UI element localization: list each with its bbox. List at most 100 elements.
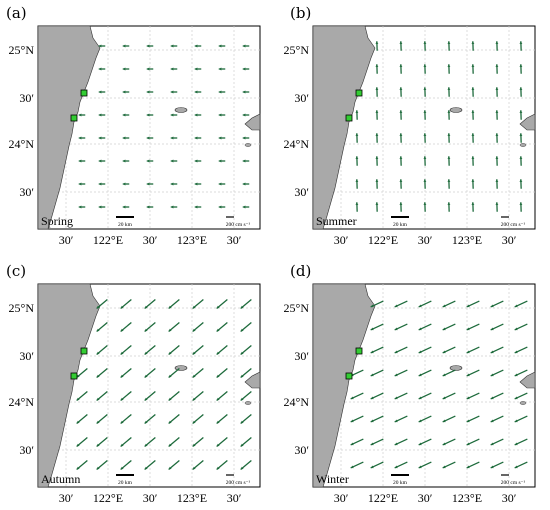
- current-vector: [96, 368, 108, 378]
- current-vector: [471, 133, 475, 143]
- current-vector: [96, 460, 108, 470]
- longitude-label: 30′: [227, 491, 242, 505]
- current-vector: [423, 179, 427, 189]
- station-marker: [80, 347, 88, 355]
- current-vector: [375, 64, 379, 74]
- station-marker: [80, 89, 88, 97]
- current-vector: [216, 322, 228, 332]
- current-vector: [490, 415, 504, 423]
- current-vector: [442, 300, 456, 308]
- current-vector: [242, 44, 250, 48]
- longitude-label: 30′: [227, 233, 242, 247]
- latitude-label: 25°N: [284, 301, 310, 315]
- latitude-label: 30′: [294, 443, 309, 457]
- current-vector: [490, 300, 504, 308]
- current-vector: [471, 41, 475, 51]
- panel-letter-a: (a): [6, 4, 27, 22]
- season-label: Summer: [316, 214, 357, 228]
- current-vector: [120, 391, 132, 401]
- current-vector: [418, 300, 432, 308]
- current-vector: [490, 438, 504, 446]
- current-vector: [375, 110, 379, 120]
- current-vector: [423, 87, 427, 97]
- current-vector: [146, 44, 154, 48]
- current-vector: [218, 113, 226, 117]
- current-vector: [122, 136, 130, 140]
- current-vector: [218, 182, 226, 186]
- current-vector: [240, 391, 252, 401]
- current-vector: [442, 323, 456, 331]
- current-vector: [495, 156, 499, 166]
- current-vector: [146, 182, 154, 186]
- season-label: Winter: [316, 472, 349, 486]
- current-vector: [170, 182, 178, 186]
- island: [519, 401, 527, 405]
- current-vector: [192, 322, 204, 332]
- current-vector: [490, 461, 504, 469]
- longitude-label: 122°E: [93, 233, 123, 247]
- current-vector: [519, 87, 523, 97]
- season-label: Autumn: [41, 472, 80, 486]
- longitude-label: 30′: [143, 233, 158, 247]
- current-vector: [122, 90, 130, 94]
- current-vector: [375, 41, 379, 51]
- current-vector: [242, 159, 250, 163]
- island: [244, 113, 261, 131]
- current-vector: [447, 110, 451, 120]
- station-marker: [355, 347, 363, 355]
- longitude-label: 30′: [502, 233, 517, 247]
- current-vector: [399, 110, 403, 120]
- current-vector: [76, 391, 88, 401]
- current-vector: [418, 438, 432, 446]
- current-vector: [495, 202, 499, 212]
- current-vector: [399, 179, 403, 189]
- current-vector: [146, 136, 154, 140]
- current-vector: [471, 179, 475, 189]
- island: [244, 371, 261, 389]
- station-marker: [355, 89, 363, 97]
- current-vector: [170, 136, 178, 140]
- current-vector: [194, 136, 202, 140]
- current-vector: [519, 202, 523, 212]
- current-vector: [375, 202, 379, 212]
- current-vector: [519, 133, 523, 143]
- current-vector: [471, 110, 475, 120]
- longitude-label: 30′: [59, 491, 74, 505]
- current-vector: [519, 110, 523, 120]
- longitude-label: 30′: [334, 491, 349, 505]
- coastline-land: [312, 283, 376, 488]
- current-vector: [471, 202, 475, 212]
- current-vector: [146, 205, 154, 209]
- current-vector: [122, 44, 130, 48]
- current-vector: [122, 205, 130, 209]
- current-vector: [418, 392, 432, 400]
- current-vector: [146, 90, 154, 94]
- current-vector: [495, 179, 499, 189]
- current-vector: [350, 438, 364, 446]
- current-vector: [98, 67, 106, 71]
- latitude-label: 24°N: [284, 395, 310, 409]
- station-marker: [345, 114, 353, 122]
- current-vector: [394, 415, 408, 423]
- current-vector: [192, 391, 204, 401]
- current-vector: [490, 323, 504, 331]
- current-vector: [423, 41, 427, 51]
- current-vector: [216, 460, 228, 470]
- current-vector: [355, 202, 359, 212]
- current-vector: [394, 438, 408, 446]
- longitude-label: 123°E: [177, 491, 207, 505]
- current-vector: [218, 159, 226, 163]
- current-vector: [399, 64, 403, 74]
- current-vector: [370, 461, 384, 469]
- current-vector: [423, 133, 427, 143]
- current-vector: [78, 113, 86, 117]
- vector-scale-label: 200 cm s⁻¹: [226, 222, 251, 228]
- current-vector: [466, 415, 480, 423]
- current-vector: [495, 64, 499, 74]
- latitude-label: 25°N: [9, 43, 35, 57]
- island: [244, 401, 252, 405]
- current-vector: [394, 461, 408, 469]
- current-vector: [242, 90, 250, 94]
- coastline-land: [37, 25, 101, 230]
- longitude-label: 30′: [502, 491, 517, 505]
